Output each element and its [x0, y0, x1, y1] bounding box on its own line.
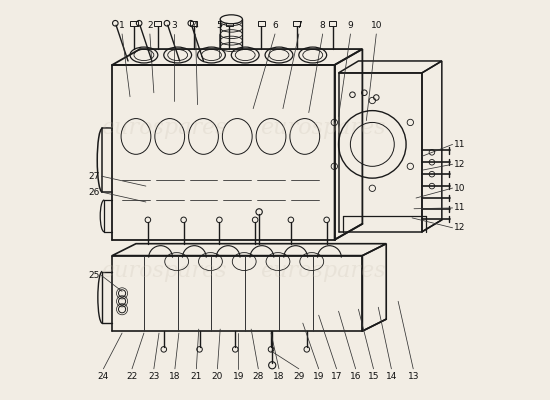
FancyBboxPatch shape	[130, 21, 138, 26]
Text: 12: 12	[454, 160, 465, 169]
Text: 8: 8	[320, 21, 326, 30]
Text: 5: 5	[217, 21, 222, 30]
Text: 19: 19	[313, 372, 324, 381]
FancyBboxPatch shape	[257, 21, 265, 26]
FancyBboxPatch shape	[190, 21, 197, 26]
Text: 6: 6	[272, 21, 278, 30]
Text: 19: 19	[233, 372, 244, 381]
Text: 14: 14	[386, 372, 397, 381]
FancyBboxPatch shape	[226, 21, 233, 26]
Text: eurospares: eurospares	[101, 260, 227, 282]
Text: 23: 23	[148, 372, 160, 381]
Text: 10: 10	[454, 184, 465, 192]
Text: 24: 24	[98, 372, 109, 381]
Text: 3: 3	[171, 21, 177, 30]
Text: eurospares: eurospares	[260, 260, 386, 282]
Text: 11: 11	[454, 140, 465, 149]
Text: 1: 1	[119, 21, 125, 30]
Text: 2: 2	[147, 21, 153, 30]
Text: 15: 15	[368, 372, 380, 381]
Text: 11: 11	[454, 204, 465, 212]
Ellipse shape	[220, 15, 243, 24]
Text: 13: 13	[408, 372, 419, 381]
Text: 7: 7	[296, 21, 302, 30]
Text: eurospares: eurospares	[260, 118, 386, 140]
Text: 26: 26	[89, 188, 100, 196]
Text: 16: 16	[350, 372, 361, 381]
Text: 9: 9	[348, 21, 353, 30]
Text: 28: 28	[252, 372, 264, 381]
FancyBboxPatch shape	[154, 21, 161, 26]
Text: 12: 12	[454, 223, 465, 232]
Text: 29: 29	[293, 372, 305, 381]
FancyBboxPatch shape	[329, 21, 336, 26]
Text: 10: 10	[371, 21, 382, 30]
Text: 20: 20	[212, 372, 223, 381]
Text: 22: 22	[126, 372, 138, 381]
Text: 17: 17	[331, 372, 342, 381]
Text: 4: 4	[192, 21, 199, 30]
Text: eurospares: eurospares	[101, 118, 227, 140]
Text: 25: 25	[89, 271, 100, 280]
Text: 21: 21	[191, 372, 202, 381]
Text: 18: 18	[273, 372, 285, 381]
FancyBboxPatch shape	[293, 21, 300, 26]
Text: 27: 27	[89, 172, 100, 181]
Text: 18: 18	[169, 372, 180, 381]
